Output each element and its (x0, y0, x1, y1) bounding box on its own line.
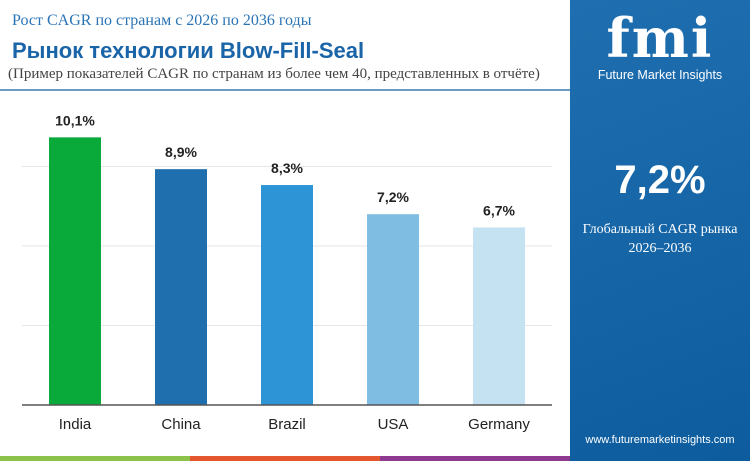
stripe-orange (190, 456, 380, 461)
fmi-logo: fmi Future Market Insights (570, 8, 750, 82)
global-cagr-value: 7,2% (614, 158, 706, 202)
divider (0, 89, 570, 91)
data-label: 10,1% (55, 112, 95, 128)
side-panel: fmi Future Market Insights 7,2% Глобальн… (570, 0, 750, 461)
bar-china (155, 169, 207, 405)
x-tick-label: USA (378, 416, 409, 433)
period-text: 2026–2036 (628, 241, 692, 256)
global-cagr-label: Глобальный CAGR рынка 2026–2036 (570, 220, 750, 258)
stripe-purple (380, 456, 570, 461)
bar-brazil (261, 185, 313, 405)
logo-mark: fmi (606, 6, 714, 70)
website-link[interactable]: www.futuremarketinsights.com (585, 434, 735, 446)
bar-india (49, 137, 101, 405)
x-tick-label: China (161, 416, 201, 433)
x-tick-label: India (59, 416, 92, 433)
chart-note: (Пример показателей CAGR по странам из б… (8, 66, 540, 82)
chart-title: Рынок технологии Blow-Fill-Seal (12, 38, 365, 63)
bar-chart: 10,1% India 8,9% China 8,3% Brazil 7,2% USA 6,7%… (22, 112, 552, 433)
data-label: 7,2% (377, 189, 409, 205)
logo-name: Future Market Insights (597, 68, 723, 82)
x-tick-label: Germany (468, 416, 530, 433)
x-tick-label: Brazil (268, 416, 306, 433)
global-label-text: Глобальный CAGR рынка (582, 222, 738, 237)
bar-usa (367, 214, 419, 405)
data-label: 6,7% (483, 202, 515, 218)
bar-germany (473, 227, 525, 405)
data-label: 8,9% (165, 144, 197, 160)
stripe-green (0, 456, 190, 461)
chart-subtitle: Рост CAGR по странам с 2026 по 2036 годы (12, 12, 312, 29)
data-label: 8,3% (271, 160, 303, 176)
